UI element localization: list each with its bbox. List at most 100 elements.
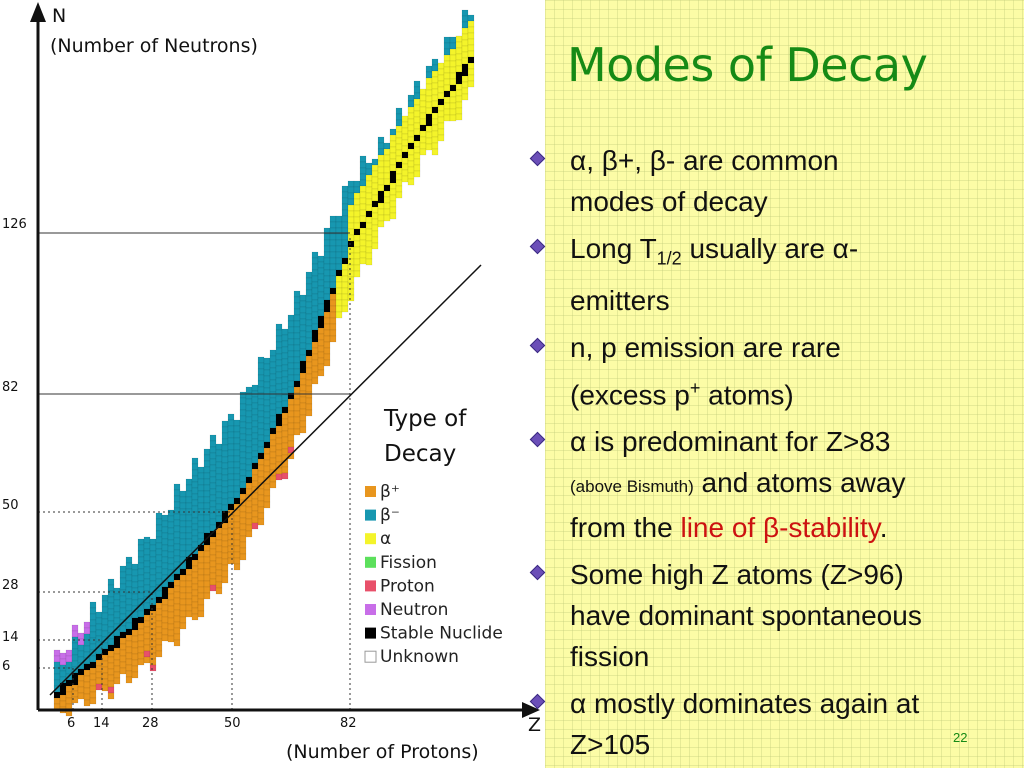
nuclide-cell <box>239 421 247 429</box>
nuclide-cell <box>359 221 367 229</box>
nuclide-cell <box>413 92 421 100</box>
nuclide-cell <box>359 203 367 211</box>
nuclide-cell <box>143 650 151 658</box>
nuclide-cell <box>167 533 175 541</box>
nuclide-cell <box>371 236 379 244</box>
nuclide-cell <box>209 512 217 520</box>
nuclide-cell <box>179 592 187 600</box>
nuclide-cell <box>221 420 229 428</box>
nuclide-cell <box>203 544 211 552</box>
nuclide-cell <box>95 629 103 637</box>
y-tick-label: 82 <box>2 380 19 395</box>
nuclide-cell <box>293 356 301 364</box>
nuclide-cell <box>455 71 463 79</box>
nuclide-cell <box>407 130 415 138</box>
nuclide-cell <box>401 127 409 135</box>
nuclide-cell <box>317 369 325 377</box>
nuclide-cell <box>437 98 445 106</box>
nuclide-cell <box>359 251 367 259</box>
nuclide-cell <box>131 623 139 631</box>
nuclide-cell <box>59 688 67 696</box>
nuclide-cell <box>335 299 343 307</box>
nuclide-cell <box>299 408 307 416</box>
nuclide-cell <box>467 32 475 40</box>
nuclide-cell <box>377 196 385 204</box>
nuclide-cell <box>275 335 283 343</box>
nuclide-cell <box>401 169 409 177</box>
nuclide-cell <box>305 277 313 285</box>
nuclide-cell <box>335 311 343 319</box>
nuclide-cell <box>347 180 355 188</box>
nuclide-cell <box>425 113 433 121</box>
nuclide-cell <box>371 182 379 190</box>
nuclide-cell <box>431 100 439 108</box>
nuclide-cell <box>107 656 115 664</box>
nuclide-cell <box>251 426 259 434</box>
nuclide-cell <box>251 492 259 500</box>
legend-label: Unknown <box>380 647 459 667</box>
nuclide-cell <box>251 504 259 512</box>
nuclide-cell <box>179 502 187 510</box>
nuclide-cell <box>299 312 307 320</box>
nuclide-cell <box>425 119 433 127</box>
nuclide-cell <box>149 664 157 672</box>
bullet-line: modes of decay <box>570 186 768 217</box>
nuclide-cell <box>77 644 85 652</box>
bullet-item: α is predominant for Z>83 (above Bismuth… <box>529 421 1024 548</box>
nuclide-cell <box>275 401 283 409</box>
nuclide-cell <box>215 473 223 481</box>
nuclide-cell <box>155 572 163 580</box>
nuclide-cell <box>203 484 211 492</box>
nuclide-cell <box>221 438 229 446</box>
nuclide-cell <box>461 45 469 53</box>
nuclide-cell <box>149 646 157 654</box>
nuclide-cell <box>131 629 139 637</box>
nuclide-cell <box>341 287 349 295</box>
nuclide-cell <box>257 416 265 424</box>
nuclide-cell <box>113 593 121 601</box>
nuclide-cell <box>83 687 91 695</box>
nuclide-cell <box>167 509 175 517</box>
nuclide-cell <box>83 639 91 647</box>
nuclide-cell <box>227 545 235 553</box>
nuclide-cell <box>413 152 421 160</box>
nuclide-cell <box>227 443 235 451</box>
nuclide-cell <box>239 547 247 555</box>
nuclide-cell <box>251 438 259 446</box>
nuclide-cell <box>257 500 265 508</box>
nuclide-cell <box>443 72 451 80</box>
nuclide-cell <box>233 461 241 469</box>
nuclide-cell <box>305 361 313 369</box>
nuclide-cell <box>239 463 247 471</box>
nuclide-cell <box>143 572 151 580</box>
nuclide-cell <box>149 568 157 576</box>
nuclide-cell <box>323 329 331 337</box>
nuclide-cell <box>173 495 181 503</box>
nuclide-cell <box>215 449 223 457</box>
nuclide-cell <box>329 215 337 223</box>
nuclide-cell <box>407 160 415 168</box>
nuclide-cell <box>425 77 433 85</box>
nuclide-cell <box>197 604 205 612</box>
nuclide-cell <box>341 257 349 265</box>
nuclide-cell <box>161 514 169 522</box>
nuclide-cell <box>281 370 289 378</box>
nuclide-cell <box>203 526 211 534</box>
nuclide-cell <box>311 371 319 379</box>
nuclide-cell <box>401 133 409 141</box>
nuclide-cell <box>317 279 325 287</box>
nuclide-cell <box>281 334 289 342</box>
nuclide-cell <box>245 446 253 454</box>
nuclide-cell <box>305 355 313 363</box>
nuclide-cell <box>251 456 259 464</box>
nuclide-cell <box>209 578 217 586</box>
nuclide-cell <box>401 163 409 171</box>
nuclide-cell <box>287 320 295 328</box>
nuclide-cell <box>431 136 439 144</box>
nuclide-cell <box>245 428 253 436</box>
nuclide-cell <box>113 659 121 667</box>
nuclide-cell <box>371 242 379 250</box>
nuclide-cell <box>371 158 379 166</box>
nuclide-cell <box>65 655 73 663</box>
nuclide-cell <box>131 581 139 589</box>
